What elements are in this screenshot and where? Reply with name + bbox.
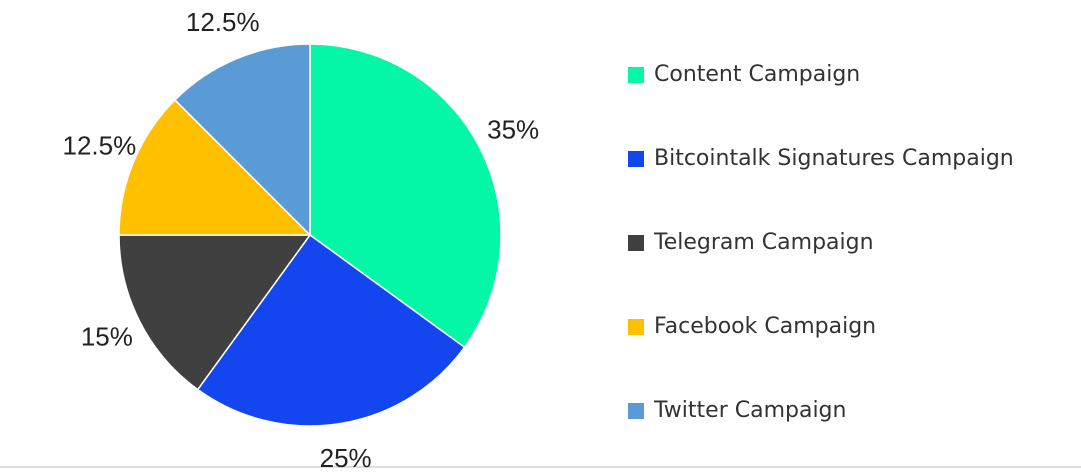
legend-label: Facebook Campaign [654,314,876,339]
legend-swatch [628,151,644,167]
legend-label: Bitcointalk Signatures Campaign [654,146,1014,171]
value-label: 25% [320,443,372,473]
legend-swatch [628,319,644,335]
pie-slice [173,43,311,237]
legend-label: Telegram Campaign [653,230,874,255]
pie-slice [118,98,312,236]
value-label: 35% [487,114,539,144]
legend-label: Content Campaign [654,62,860,87]
legend-swatch [628,235,644,251]
value-label: 12.5% [62,131,136,161]
pie-slice [118,234,312,391]
legend-swatch [628,67,644,83]
value-label: 12.5% [186,7,260,37]
legend-swatch [628,403,644,419]
value-label: 15% [81,321,133,351]
pie-slice [309,43,502,349]
legend-label: Twitter Campaign [653,398,846,423]
pie-slice [196,233,466,427]
